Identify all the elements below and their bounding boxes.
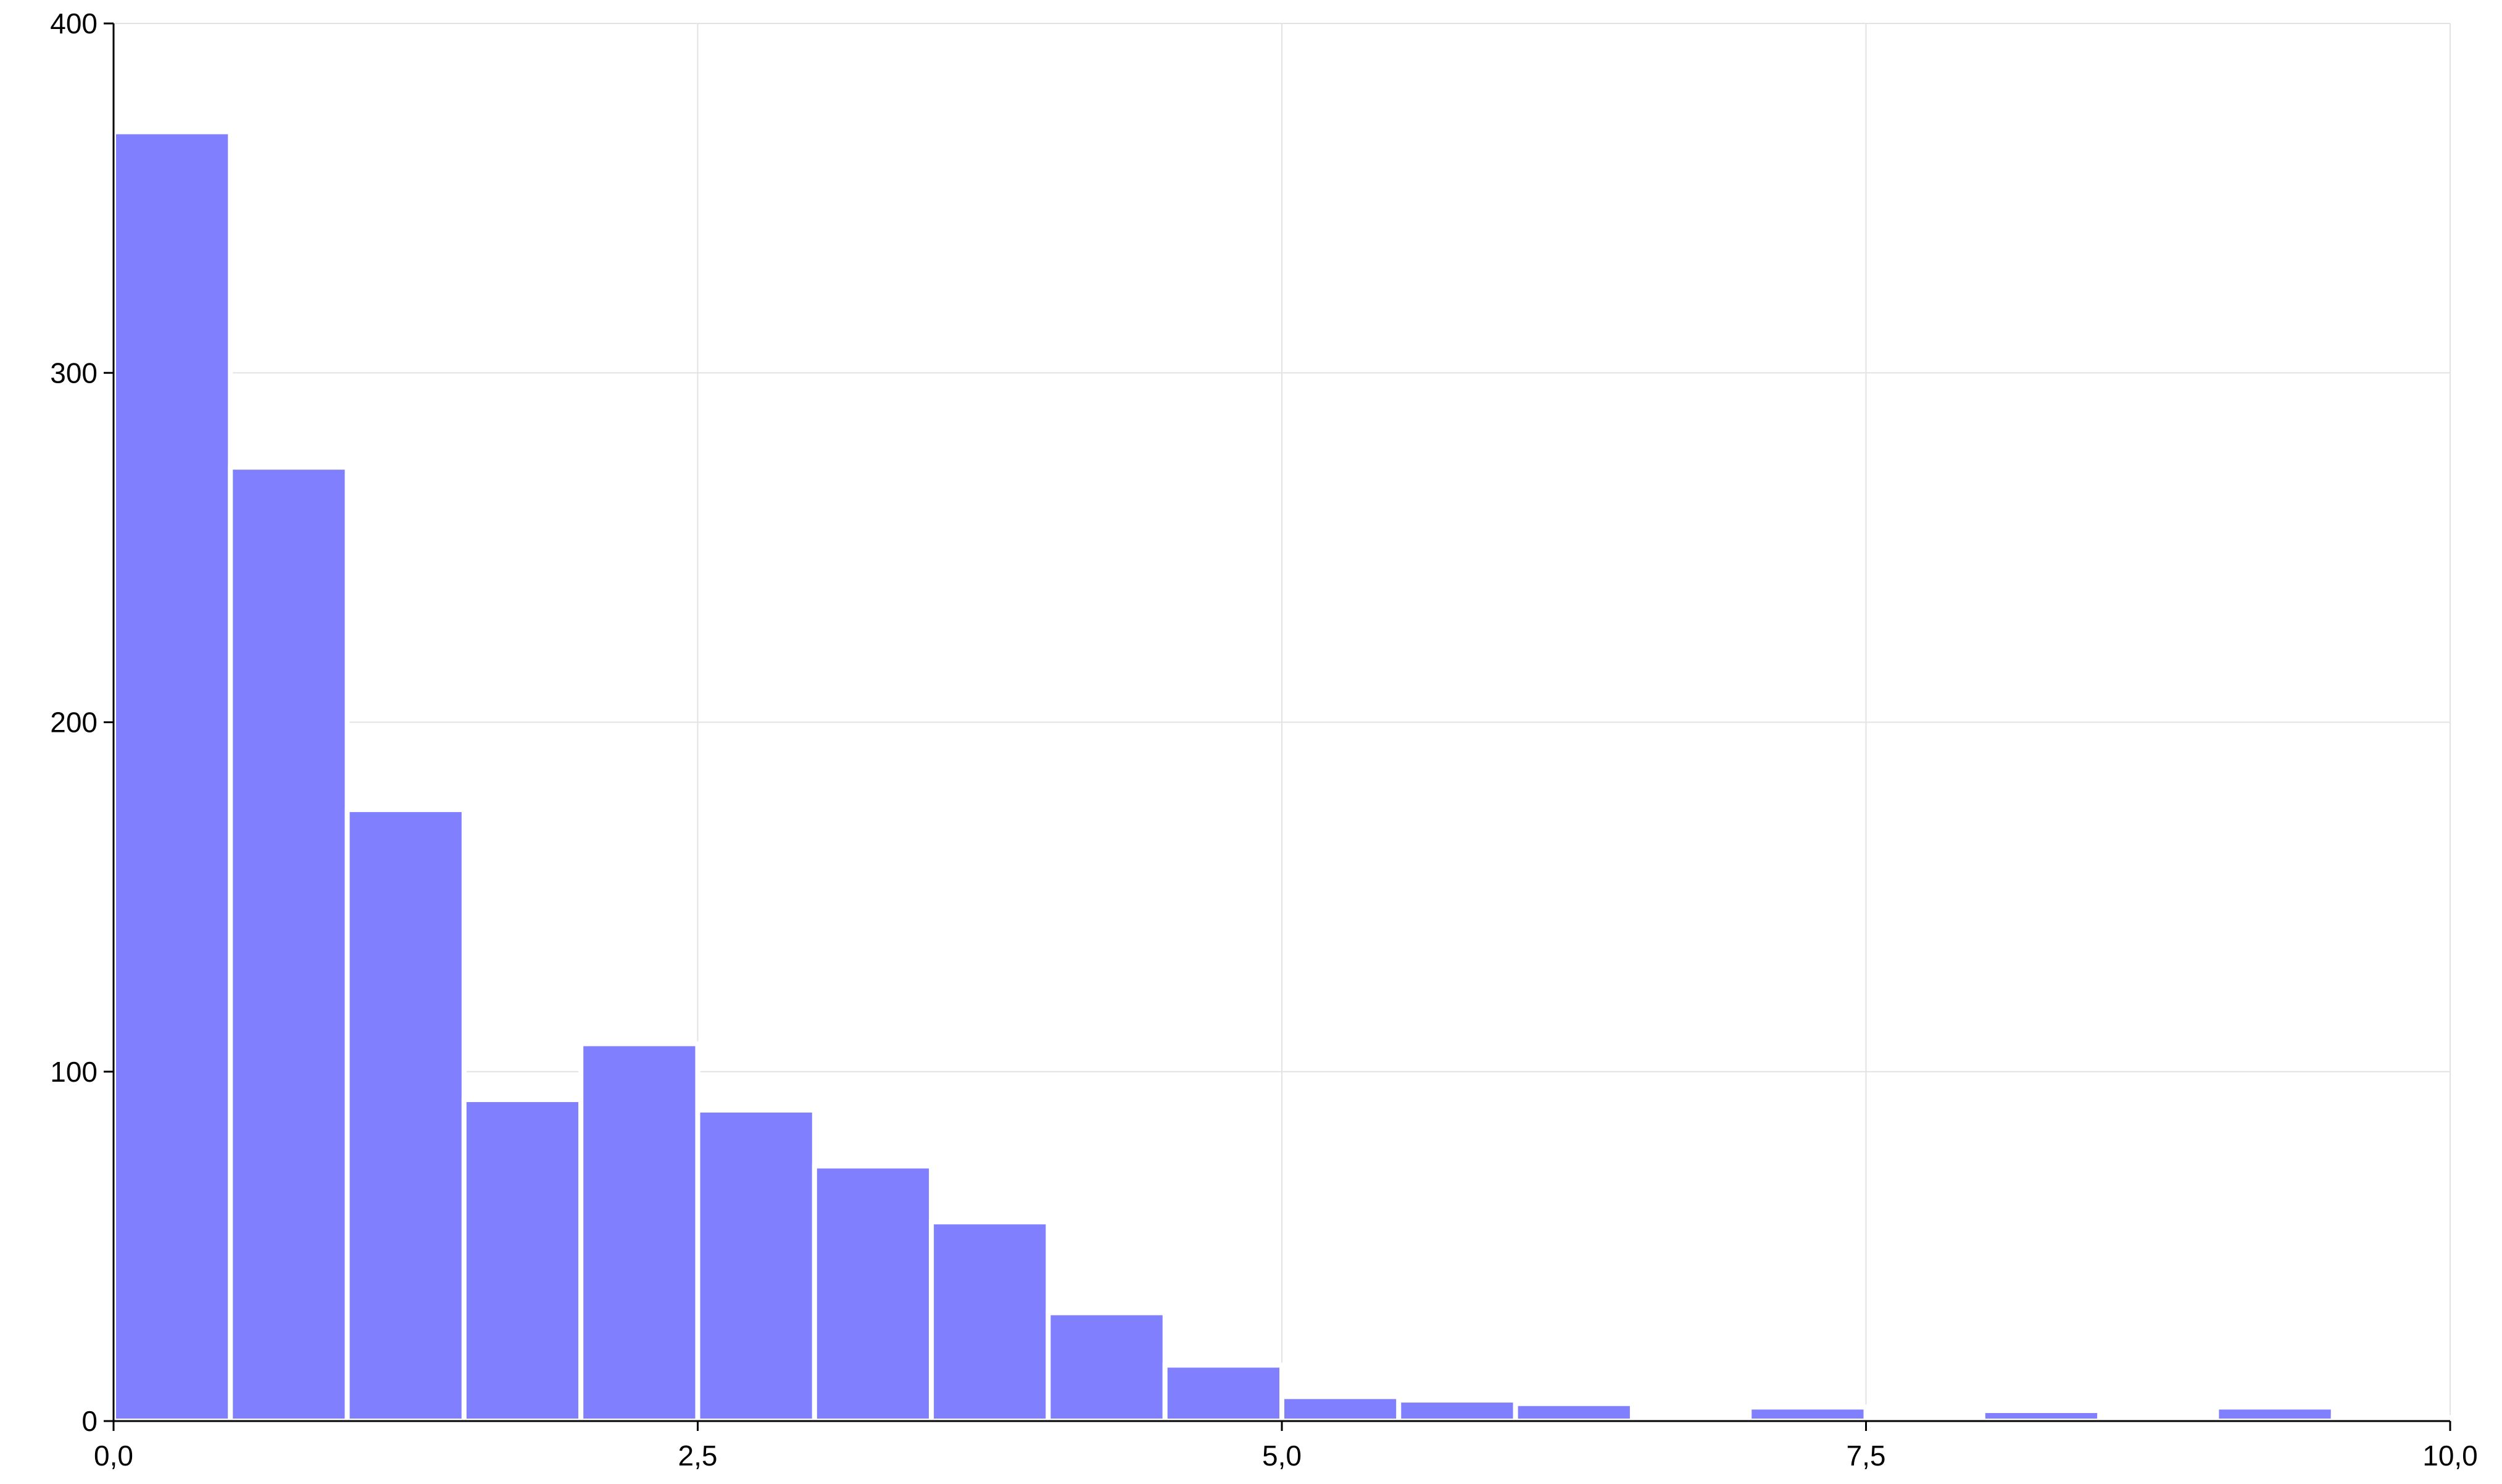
histogram-bar <box>1279 1394 1402 1424</box>
histogram-bar <box>1747 1404 1869 1424</box>
x-tick-label: 0,0 <box>94 1440 133 1472</box>
histogram-bar <box>111 129 233 1424</box>
histogram-bar <box>228 465 350 1424</box>
histogram-bar <box>1513 1401 1635 1424</box>
y-tick-label: 0 <box>81 1405 98 1437</box>
histogram-bar <box>2214 1404 2336 1424</box>
histogram-bar <box>578 1041 700 1424</box>
histogram-bar <box>695 1108 817 1424</box>
histogram-bar <box>461 1097 584 1424</box>
y-tick-label: 400 <box>50 7 98 39</box>
histogram-bar <box>1980 1408 2103 1424</box>
y-tick-label: 300 <box>50 357 98 389</box>
histogram-bar <box>344 807 467 1424</box>
x-tick-label: 7,5 <box>1847 1440 1886 1472</box>
histogram-bar <box>1396 1398 1518 1424</box>
x-tick-label: 10,0 <box>2422 1440 2478 1472</box>
y-tick-label: 200 <box>50 707 98 739</box>
y-tick-label: 100 <box>50 1056 98 1088</box>
x-tick-label: 2,5 <box>678 1440 718 1472</box>
histogram-bar <box>1162 1362 1284 1424</box>
y-axis-ticks: 0 100 200 300 400 <box>50 7 114 1437</box>
histogram-bar <box>1045 1310 1168 1424</box>
histogram-bar <box>929 1219 1051 1424</box>
x-axis-ticks: 0,0 2,5 5,0 7,5 10,0 <box>94 1421 2478 1472</box>
histogram-bar <box>812 1163 934 1424</box>
x-tick-label: 5,0 <box>1262 1440 1302 1472</box>
